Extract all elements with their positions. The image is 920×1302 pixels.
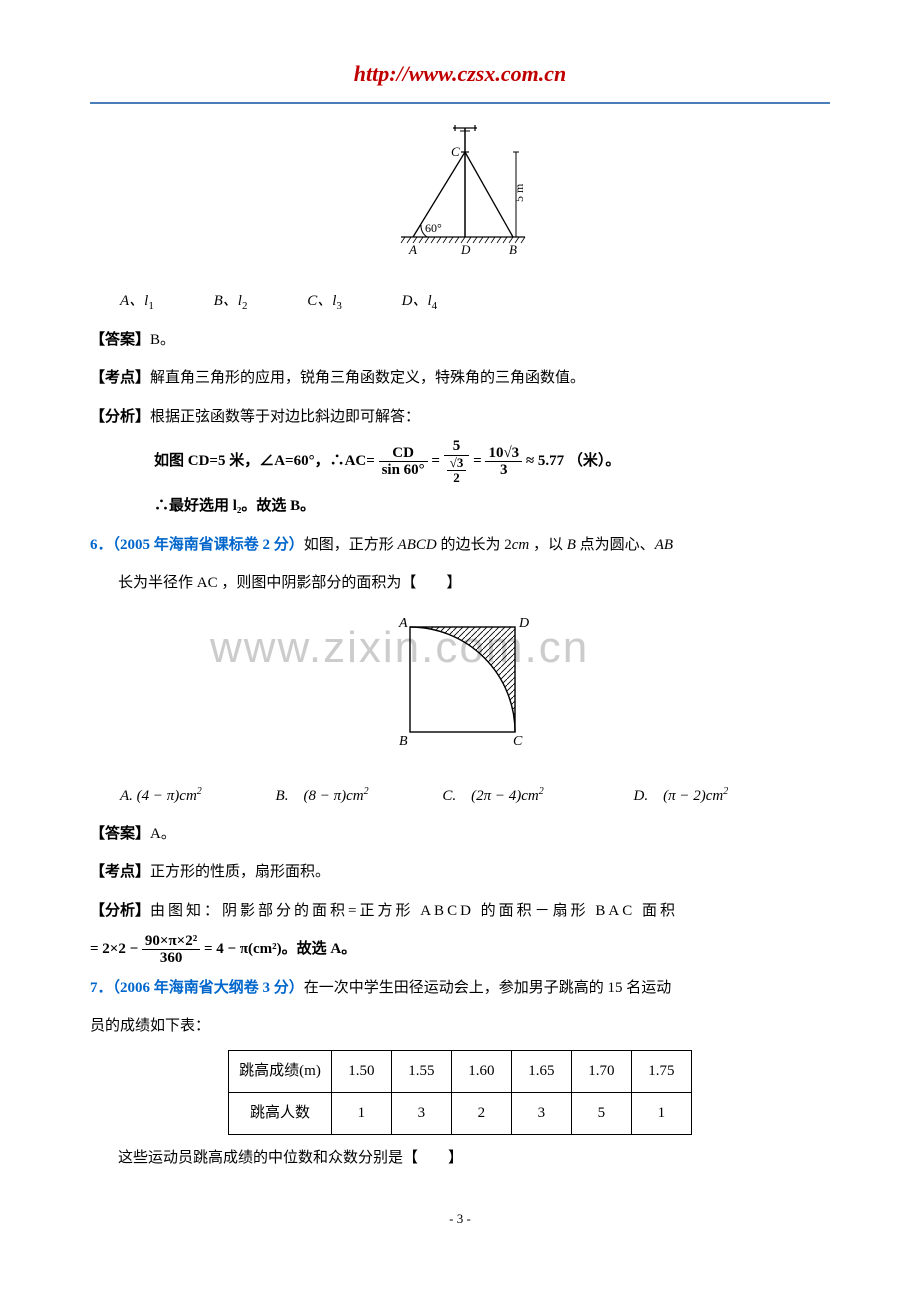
header-divider — [90, 102, 830, 104]
q5-conclusion: ∴最好选用 l₂。故选 B。 — [90, 489, 830, 524]
svg-text:D: D — [460, 242, 471, 257]
svg-text:C: C — [513, 734, 523, 749]
svg-text:B: B — [509, 242, 517, 257]
q7-stem-line1: 7．（2006 年海南省大纲卷 3 分）在一次中学生田径运动会上，参加男子跳高的… — [90, 971, 830, 1006]
q6-fenxi: 【分析】由图知：阴影部分的面积=正方形 ABCD 的面积－扇形 BAC 面积 — [90, 894, 830, 929]
header-url: http://www.czsx.com.cn — [90, 50, 830, 98]
svg-text:A: A — [408, 242, 417, 257]
table-cell: 1.55 — [391, 1050, 451, 1092]
square-diagram: A D B C — [90, 607, 830, 770]
table-cell: 3 — [391, 1092, 451, 1134]
table-cell: 1 — [331, 1092, 391, 1134]
q5-fenxi: 【分析】根据正弦函数等于对边比斜边即可解答： — [90, 400, 830, 435]
label-c: C — [451, 144, 460, 159]
table-cell: 1.70 — [571, 1050, 631, 1092]
table-cell: 1 — [631, 1092, 691, 1134]
table-cell: 3 — [511, 1092, 571, 1134]
label-5m: 5 m — [512, 183, 526, 202]
svg-text:D: D — [518, 616, 529, 631]
q6-math: = 2×2 − 90×π×2²360 = 4 − π(cm²)。故选 A。 — [90, 932, 830, 967]
q5-answer: 【答案】B。 — [90, 323, 830, 358]
table-row: 跳高成绩(m) 1.50 1.55 1.60 1.65 1.70 1.75 — [229, 1050, 692, 1092]
q5-kaodian: 【考点】解直角三角形的应用，锐角三角函数定义，特殊角的三角函数值。 — [90, 361, 830, 396]
table-header: 跳高成绩(m) — [229, 1050, 332, 1092]
svg-text:B: B — [399, 734, 408, 749]
triangle-diagram: C 60° 5 m A D B — [90, 122, 830, 275]
q6-options: A. (4 − π)cm2 B. (8 − π)cm2 C. (2π − 4)c… — [90, 780, 830, 813]
table-row: 跳高人数 1 3 2 3 5 1 — [229, 1092, 692, 1134]
q6-answer: 【答案】A。 — [90, 817, 830, 852]
table-cell: 1.65 — [511, 1050, 571, 1092]
table-cell: 1.75 — [631, 1050, 691, 1092]
q6-kaodian: 【考点】正方形的性质，扇形面积。 — [90, 855, 830, 890]
q5-math: 如图 CD=5 米，∠A=60°，∴AC= CDsin 60° = 5√32 =… — [90, 438, 830, 485]
table-header: 跳高人数 — [229, 1092, 332, 1134]
angle-60: 60° — [425, 221, 442, 235]
table-cell: 2 — [451, 1092, 511, 1134]
table-cell: 1.50 — [331, 1050, 391, 1092]
q7-stem-line2: 员的成绩如下表： — [90, 1009, 830, 1044]
table-cell: 5 — [571, 1092, 631, 1134]
q7-table: 跳高成绩(m) 1.50 1.55 1.60 1.65 1.70 1.75 跳高… — [228, 1050, 692, 1135]
q6-stem-line2: 长为半径作 AC ，则图中阴影部分的面积为【 】 — [90, 566, 830, 601]
q5-options: A、l1 B、l2 C、l3 D、l4 — [90, 285, 830, 318]
q6-stem-line1: 6．（2005 年海南省课标卷 2 分）如图，正方形 ABCD 的边长为 2cm… — [90, 528, 830, 563]
page-number: - 3 - — [90, 1205, 830, 1234]
q7-tail: 这些运动员跳高成绩的中位数和众数分别是【 】 — [90, 1141, 830, 1176]
svg-text:A: A — [398, 616, 408, 631]
table-cell: 1.60 — [451, 1050, 511, 1092]
